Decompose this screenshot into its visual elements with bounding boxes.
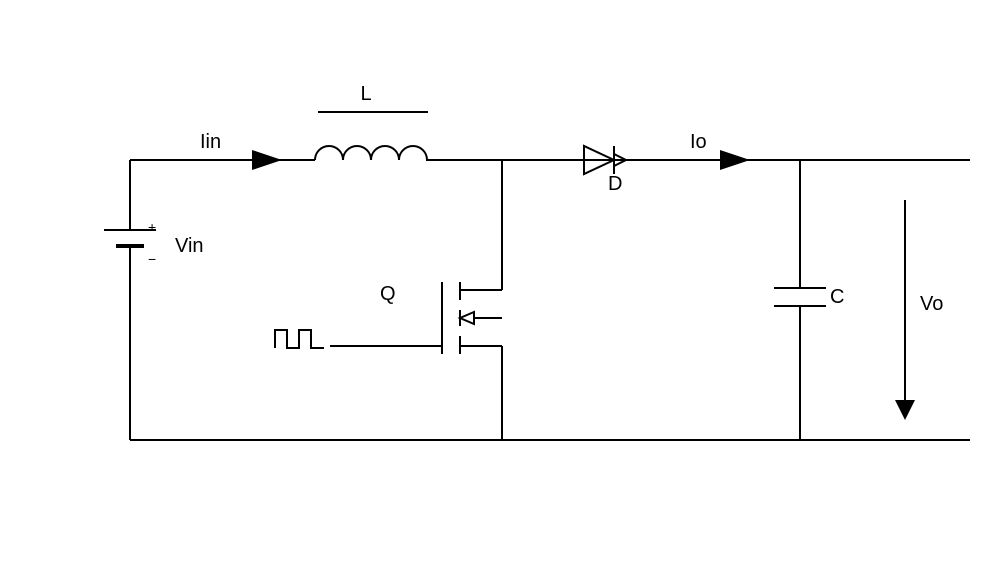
label-iin: Iin <box>200 131 221 153</box>
label-vo: Vo <box>920 293 943 315</box>
label-q: Q <box>380 283 396 305</box>
pwm-pulse-icon <box>275 330 324 348</box>
current-arrow-iin <box>252 150 282 170</box>
current-arrow-io <box>720 150 750 170</box>
boost-converter-schematic: + − Vin L Iin D Io C Vo <box>0 0 1000 578</box>
label-l: L <box>360 83 371 105</box>
inductor-l <box>315 112 430 160</box>
label-plus: + <box>148 219 156 235</box>
voltage-arrow-vo <box>895 200 915 420</box>
label-io: Io <box>690 131 707 153</box>
label-d: D <box>608 173 622 195</box>
label-minus: − <box>148 251 156 267</box>
label-c: C <box>830 286 844 308</box>
label-vin: Vin <box>175 235 204 257</box>
capacitor-c <box>774 288 826 306</box>
mosfet-q <box>330 282 502 354</box>
